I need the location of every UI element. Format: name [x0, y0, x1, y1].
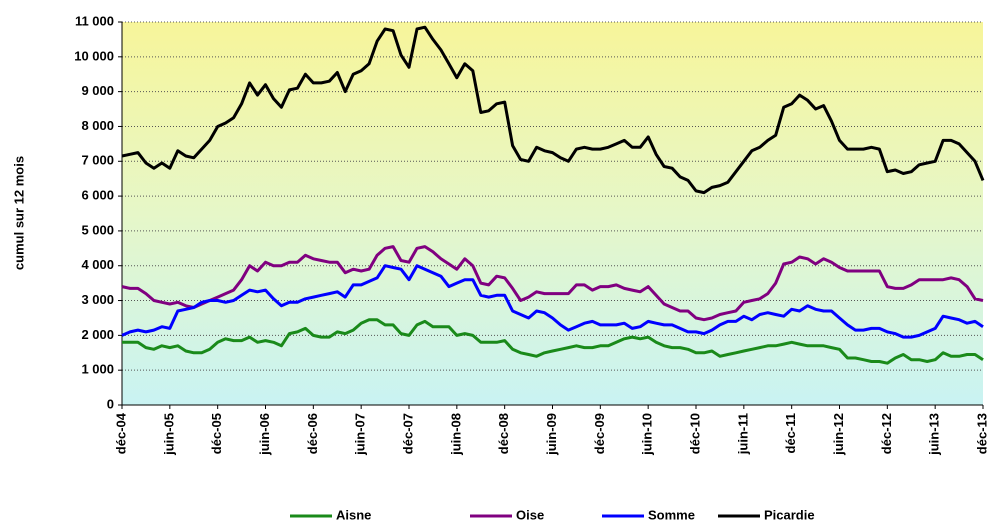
plot-area	[122, 22, 983, 405]
x-tick-label: déc-07	[400, 413, 415, 454]
x-tick-label: déc-08	[496, 413, 511, 454]
x-tick-label: déc-06	[305, 413, 320, 454]
x-tick-label: juin-11	[735, 413, 750, 455]
x-tick-label: déc-12	[879, 413, 894, 454]
y-tick-label: 6 000	[81, 188, 114, 203]
x-tick-label: déc-04	[113, 412, 128, 454]
legend-label: Picardie	[764, 507, 815, 522]
y-tick-label: 3 000	[81, 292, 114, 307]
x-tick-label: juin-07	[353, 413, 368, 456]
y-tick-label: 4 000	[81, 257, 114, 272]
y-tick-label: 1 000	[81, 362, 114, 377]
series-line	[121, 245, 984, 322]
y-tick-label: 8 000	[81, 118, 114, 133]
y-tick-label: 10 000	[74, 48, 114, 63]
y-tick-label: 5 000	[81, 222, 114, 237]
x-tick-label: juin-09	[544, 413, 559, 456]
x-tick-label: déc-13	[974, 413, 989, 454]
y-tick-label: 7 000	[81, 153, 114, 168]
x-tick-label: juin-12	[831, 413, 846, 456]
x-tick-label: juin-13	[927, 413, 942, 456]
x-tick-label: déc-10	[687, 413, 702, 454]
y-tick-label: 2 000	[81, 327, 114, 342]
x-tick-label: juin-06	[257, 413, 272, 456]
x-tick-label: déc-11	[783, 413, 798, 453]
y-tick-label: 11 000	[75, 13, 114, 28]
series-line	[121, 25, 985, 195]
series-line	[121, 264, 984, 339]
series-line	[122, 318, 984, 365]
legend-label: Oise	[516, 507, 544, 522]
legend-label: Aisne	[336, 507, 371, 522]
y-tick-label: 9 000	[81, 83, 114, 98]
y-tick-label: 0	[107, 396, 114, 411]
x-tick-label: juin-08	[448, 413, 463, 456]
x-tick-label: juin-10	[640, 413, 655, 456]
x-tick-label: juin-05	[161, 413, 176, 456]
x-tick-label: déc-05	[209, 413, 224, 454]
y-axis-label: cumul sur 12 mois	[11, 156, 26, 270]
legend-label: Somme	[648, 507, 695, 522]
x-tick-label: déc-09	[592, 413, 607, 454]
